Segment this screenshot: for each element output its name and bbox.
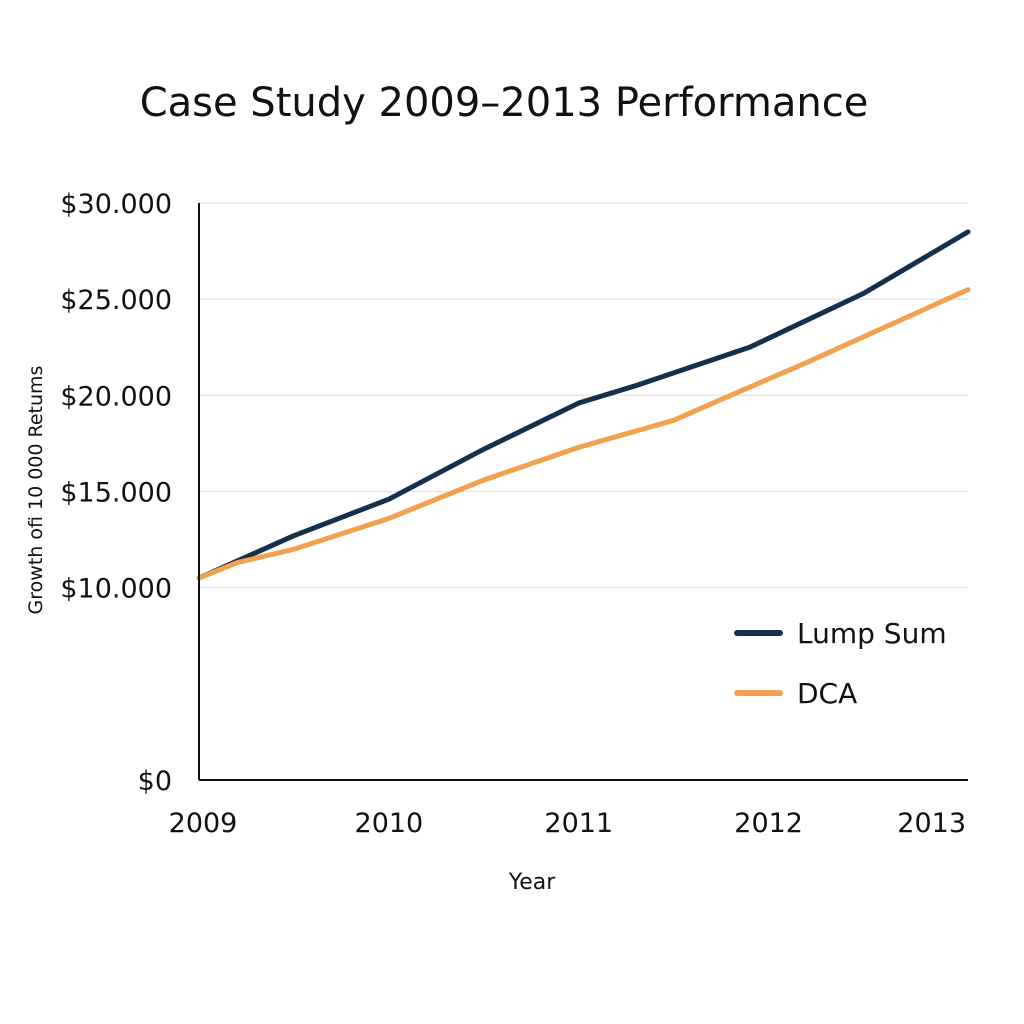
x-tick-label: 2012 [734, 808, 803, 839]
y-tick-label: $25.000 [60, 285, 172, 316]
y-axis-label: Growth ofi 10 000 Retums [25, 366, 47, 615]
x-tick-label: 2011 [544, 808, 613, 839]
x-tick-label: 2010 [355, 808, 424, 839]
legend-label-lump-sum: Lump Sum [797, 617, 947, 650]
y-tick-label: $30.000 [60, 189, 172, 220]
legend-label-dca: DCA [797, 677, 857, 710]
y-tick-label: $0 [138, 766, 172, 797]
y-tick-label: $20.000 [60, 381, 172, 412]
x-tick-label: 2013 [897, 808, 966, 839]
series-line-dca [196, 287, 971, 581]
x-tick-label: 2009 [169, 808, 238, 839]
series-line-lump-sum [196, 229, 971, 581]
chart-title: Case Study 2009–2013 Performance [140, 80, 869, 126]
y-tick-label: $10.000 [60, 574, 172, 605]
x-axis-label: Year [508, 870, 557, 895]
y-tick-label: $15.000 [60, 478, 172, 509]
